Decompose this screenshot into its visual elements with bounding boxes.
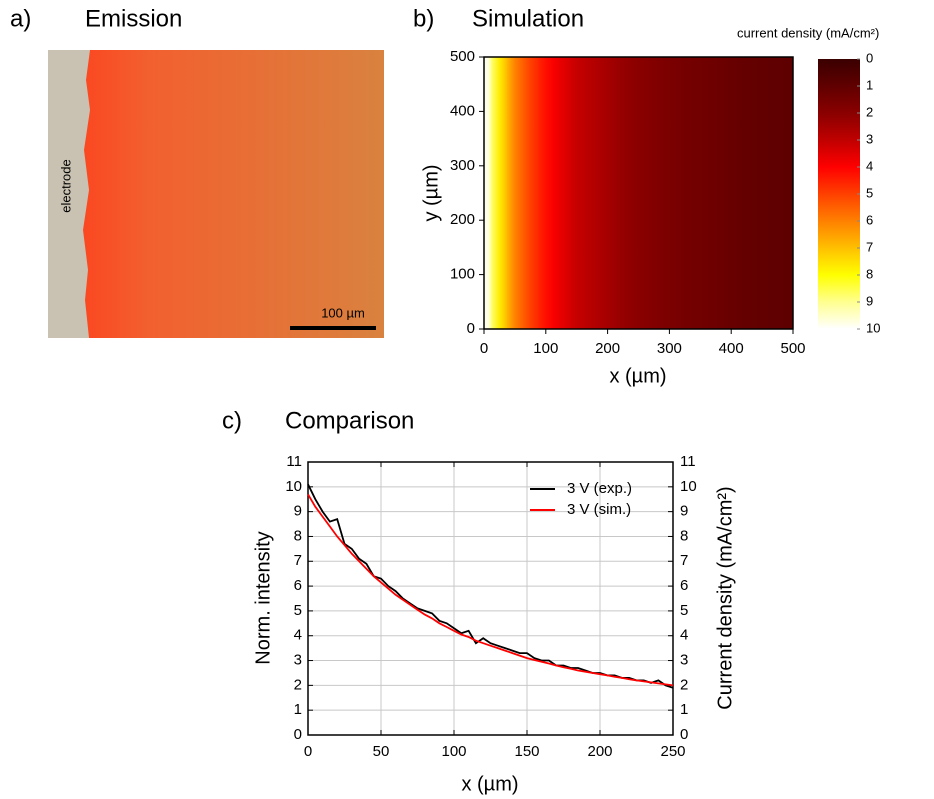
y2-tick-label: 7: [680, 552, 688, 569]
data-line: [307, 493, 674, 687]
y2-tick-label: 0: [680, 726, 688, 743]
y-tick-label: 500: [450, 48, 475, 65]
y-tick-label: 2: [294, 676, 302, 693]
x-tick-label: 100: [533, 340, 558, 357]
y-tick-label: 400: [450, 102, 475, 119]
y-tick-label: 7: [294, 552, 302, 569]
heatmap-strip: [754, 57, 771, 329]
panel-label: a): [10, 5, 31, 32]
heatmap-strip: [785, 57, 794, 329]
y2-tick-label: 1: [680, 701, 688, 718]
heatmap-strip: [646, 57, 663, 329]
x-tick-label: 300: [657, 340, 682, 357]
y-tick-label: 100: [450, 266, 475, 283]
y-tick-label: 1: [294, 701, 302, 718]
heatmap-strip: [769, 57, 786, 329]
x-tick-label: 400: [719, 340, 744, 357]
panel-label: b): [413, 5, 434, 32]
y2-tick-label: 8: [680, 527, 688, 544]
colorbar-tick-label: 9: [866, 293, 873, 308]
panel-label: c): [222, 407, 242, 434]
x-tick-label: 250: [660, 743, 685, 760]
x-axis-label: x (µm): [461, 773, 518, 795]
annotation: electrode: [58, 159, 73, 212]
y-tick-label: 10: [285, 478, 302, 495]
colorbar-tick-label: 8: [866, 266, 873, 281]
x-axis-label: x (µm): [609, 365, 666, 387]
colorbar-tick-label: 1: [866, 77, 873, 92]
y-tick-label: 8: [294, 527, 302, 544]
colorbar-tick-label: 3: [866, 131, 873, 146]
emission-image: [48, 50, 384, 338]
colorbar-label: current density (mA/cm²): [737, 25, 879, 40]
colorbar-tick-label: 10: [866, 320, 880, 335]
y-tick-label: 5: [294, 602, 302, 619]
plot-frame: [307, 461, 674, 736]
colorbar-tick-label: 4: [866, 158, 873, 173]
x-tick-label: 100: [441, 743, 466, 760]
x-tick-label: 0: [480, 340, 488, 357]
heatmap-strip: [615, 57, 632, 329]
x-tick-label: 500: [780, 340, 805, 357]
legend-label: 3 V (sim.): [567, 501, 631, 518]
x-tick-label: 50: [373, 743, 390, 760]
y2-tick-label: 11: [680, 453, 696, 470]
y-tick-label: 9: [294, 503, 302, 520]
heatmap-strip: [599, 57, 616, 329]
legend-label: 3 V (exp.): [567, 480, 632, 497]
heatmap-strip: [484, 57, 493, 329]
heatmap-strip: [723, 57, 740, 329]
colorbar-tick-label: 0: [866, 50, 873, 65]
x-tick-label: 200: [595, 340, 620, 357]
y2-tick-label: 3: [680, 652, 688, 669]
panel-title: Comparison: [285, 407, 414, 434]
y-tick-label: 4: [294, 627, 302, 644]
x-tick-label: 150: [514, 743, 539, 760]
annotation: 100 µm: [321, 305, 365, 320]
y-axis-label: y (µm): [420, 164, 442, 221]
colorbar: [818, 59, 860, 329]
y2-axis-label: Current density (mA/cm²): [714, 486, 736, 709]
colorbar-tick-label: 5: [866, 185, 873, 200]
heatmap-strip: [568, 57, 585, 329]
heatmap-strip: [553, 57, 570, 329]
heatmap-strip: [584, 57, 601, 329]
colorbar-tick-label: 7: [866, 239, 873, 254]
y2-tick-label: 6: [680, 577, 688, 594]
y-axis-label: Norm. intensity: [252, 531, 274, 664]
y-tick-label: 300: [450, 157, 475, 174]
x-tick-label: 0: [304, 743, 312, 760]
x-tick-label: 200: [587, 743, 612, 760]
heatmap-strip: [630, 57, 647, 329]
panel-title: Emission: [85, 5, 182, 32]
panel-title: Simulation: [472, 5, 584, 32]
heatmap-strip: [677, 57, 694, 329]
colorbar-tick-label: 6: [866, 212, 873, 227]
y2-tick-label: 4: [680, 627, 688, 644]
electrode-region: [48, 50, 90, 338]
y-tick-label: 6: [294, 577, 302, 594]
heatmap-strip: [522, 57, 539, 329]
heatmap-strip: [738, 57, 755, 329]
heatmap-strip: [538, 57, 555, 329]
y-tick-label: 11: [286, 453, 302, 470]
heatmap-strip: [708, 57, 724, 329]
y2-tick-label: 2: [680, 676, 688, 693]
colorbar-tick-label: 2: [866, 104, 873, 119]
heatmap-strip: [491, 57, 508, 329]
y-tick-label: 0: [467, 320, 475, 337]
heatmap-strip: [692, 57, 709, 329]
y2-tick-label: 5: [680, 602, 688, 619]
y-tick-label: 200: [450, 211, 475, 228]
plot-frame: [483, 56, 794, 330]
heatmap-strip: [507, 57, 524, 329]
heatmap-strip: [661, 57, 678, 329]
y-tick-label: 3: [294, 652, 302, 669]
y-tick-label: 0: [294, 726, 302, 743]
y2-tick-label: 10: [680, 478, 697, 495]
y2-tick-label: 9: [680, 503, 688, 520]
